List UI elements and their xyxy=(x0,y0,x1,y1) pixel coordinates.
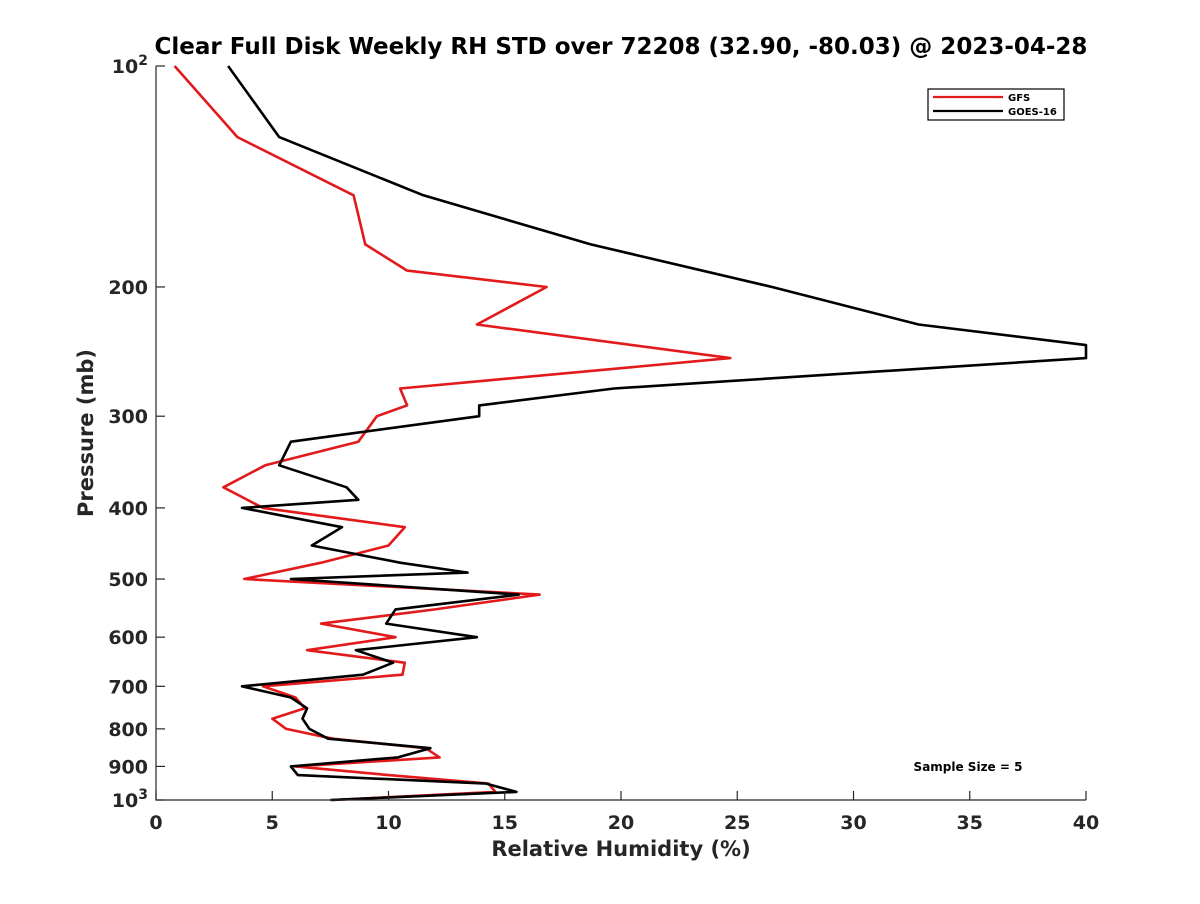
series-line-goes-16 xyxy=(227,65,1088,802)
y-axis-label: Pressure (mb) xyxy=(74,349,98,517)
plot-area: 0 5 10 15 20 25 30 35 40 102 200 300 400 500 600 700 80… xyxy=(108,53,1099,834)
x-tick-label: 5 xyxy=(266,812,279,834)
x-tick-label: 10 xyxy=(375,812,401,834)
sample-size-annotation: Sample Size = 5 xyxy=(914,760,1023,774)
y-tick-label: 400 xyxy=(108,498,148,520)
y-tick-label: 102 xyxy=(112,53,148,78)
x-tick-label: 25 xyxy=(724,812,750,834)
legend-gfs-label: GFS xyxy=(1008,93,1030,104)
legend-goes16-label: GOES-16 xyxy=(1008,107,1057,118)
x-axis: 0 5 10 15 20 25 30 35 40 xyxy=(149,791,1099,834)
x-tick-label: 35 xyxy=(957,812,983,834)
x-tick-label: 30 xyxy=(840,812,866,834)
x-tick-label: 40 xyxy=(1073,812,1099,834)
y-tick-exponent: 3 xyxy=(138,787,148,803)
x-tick-label: 15 xyxy=(492,812,518,834)
y-axis: 102 200 300 400 500 600 700 800 900 103 xyxy=(108,53,165,812)
y-tick-label: 600 xyxy=(108,627,148,649)
y-tick-label: 300 xyxy=(108,406,148,428)
y-tick-label: 700 xyxy=(108,676,148,698)
plot-background xyxy=(156,66,1086,800)
x-tick-label: 0 xyxy=(149,812,162,834)
y-tick-label: 103 xyxy=(112,787,148,812)
y-tick-exponent: 2 xyxy=(138,53,148,69)
legend[interactable]: GFS GOES-16 xyxy=(927,88,1065,121)
y-tick-label: 900 xyxy=(108,756,148,778)
x-tick-label: 20 xyxy=(608,812,634,834)
y-tick-label: 200 xyxy=(108,277,148,299)
x-axis-label: Relative Humidity (%) xyxy=(491,837,750,861)
series-layer xyxy=(173,65,1088,802)
legend-box xyxy=(927,88,1065,121)
y-tick-label: 800 xyxy=(108,719,148,741)
chart-title: Clear Full Disk Weekly RH STD over 72208… xyxy=(155,34,1088,60)
y-tick-label: 500 xyxy=(108,569,148,591)
